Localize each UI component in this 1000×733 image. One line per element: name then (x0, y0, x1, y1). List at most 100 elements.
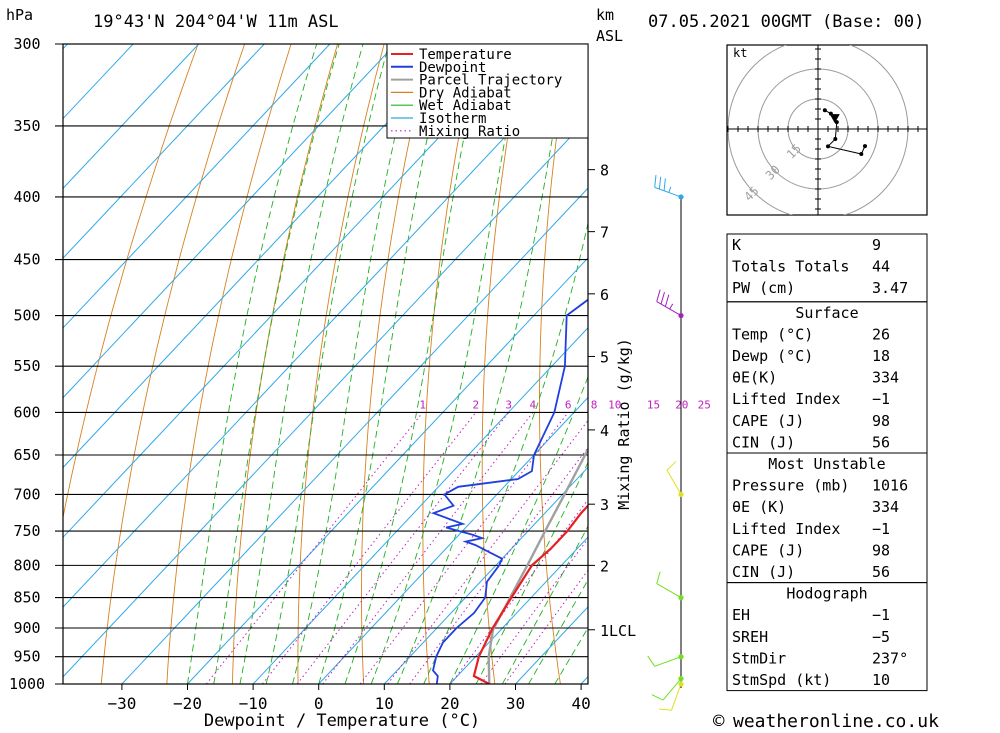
index-value: 334 (872, 498, 899, 516)
index-label: StmSpd (kt) (732, 671, 831, 689)
mixing-ratio-label: 1 (419, 398, 426, 411)
legend-entry: Wet Adiabat (419, 98, 512, 114)
hpa-label: hPa (6, 6, 33, 24)
legend-entry: Parcel Trajectory (419, 73, 562, 89)
isotherm-line (63, 44, 462, 469)
x-tick-label: −30 (107, 694, 136, 713)
isotherm-line (187, 257, 588, 684)
isotherm-line (63, 47, 588, 608)
index-section-title: Most Unstable (768, 455, 885, 473)
index-value: 237° (872, 649, 908, 667)
pressure-label: 350 (13, 117, 40, 135)
pressure-label: 700 (13, 485, 40, 503)
mixing-ratio-line (504, 569, 588, 684)
pressure-label: 750 (13, 522, 40, 540)
index-value: −1 (872, 390, 890, 408)
wind-barb-flag (659, 708, 672, 711)
wind-barb (654, 174, 682, 198)
wind-barb-flag (660, 292, 665, 305)
hodograph-point (822, 108, 827, 113)
mixing-ratio-label: 4 (530, 398, 537, 411)
mixing-ratio-label: 2 (473, 398, 480, 411)
legend-entry: Dry Adiabat (419, 85, 512, 101)
index-label: EH (732, 606, 750, 624)
index-value: 56 (872, 433, 890, 451)
index-section-title: Hodograph (786, 585, 867, 603)
mixing-ratio-line (205, 412, 424, 684)
km-label: 1LCL (600, 622, 636, 640)
isotherm-line (252, 326, 588, 684)
mixing-ratio-label: 20 (675, 398, 688, 411)
legend-entry: Isotherm (419, 111, 486, 127)
wind-barb-flag (651, 694, 664, 701)
mixing-ratio-label: 15 (647, 398, 660, 411)
index-value: 56 (872, 563, 890, 581)
index-label: CAPE (J) (732, 541, 804, 559)
dry-adiabat-line (422, 44, 478, 684)
x-tick-label: 30 (506, 694, 525, 713)
mixing-ratio-label: 6 (565, 398, 572, 411)
isotherm-line (121, 187, 588, 684)
hodograph-frame (726, 44, 928, 216)
wet-adiabat-line (213, 44, 340, 684)
wind-barb-flag (647, 655, 656, 667)
dry-adiabat-line (231, 44, 339, 684)
mixing-ratio-label: 25 (698, 398, 711, 411)
index-label: Totals Totals (732, 258, 849, 276)
wind-barb (647, 655, 682, 667)
index-label: SREH (732, 628, 768, 646)
wind-barb-flag (656, 571, 661, 584)
mixing-ratio-line (262, 412, 477, 684)
km-label: 7 (600, 224, 609, 242)
hodograph-point (859, 152, 864, 156)
wind-barb (651, 678, 682, 701)
index-label: StmDir (732, 649, 786, 667)
isotherm-line (63, 44, 200, 190)
pressure-axis-labels: 300 350 400 450 500 550 600 650 700 750 800 850 900 9… (9, 35, 45, 693)
mixing-ratio-line (450, 498, 588, 684)
pressure-label: 1000 (9, 675, 45, 693)
pressure-label: 300 (13, 35, 40, 53)
index-label: Lifted Index (732, 390, 840, 408)
index-label: CAPE (J) (732, 412, 804, 430)
mixing-ratio-label: 8 (591, 398, 598, 411)
index-label: θE (K) (732, 498, 786, 516)
km-label: 4 (600, 422, 609, 440)
x-axis-label: Dewpoint / Temperature (°C) (204, 711, 480, 731)
dewpoint-line (430, 298, 588, 684)
mixing-ratio-line (409, 446, 588, 684)
mixing-ratio-label: 10 (608, 398, 621, 411)
isotherm-line (318, 396, 588, 684)
wind-barb-half (668, 186, 672, 193)
index-value: 44 (872, 258, 890, 276)
dry-adiabat-line (649, 44, 692, 684)
wind-profile (647, 174, 684, 711)
pressure-label: 650 (13, 446, 40, 464)
x-tick-label: 10 (375, 694, 394, 713)
storm-motion-marker (829, 114, 840, 124)
wind-barb-shaft (666, 469, 682, 495)
mixing-ratio-labels: 1 2 3 4 6 8 10 15 20 25 (419, 398, 711, 411)
pressure-label: 500 (13, 307, 40, 325)
temperature-line (472, 504, 588, 684)
index-section-title: Surface (795, 304, 858, 322)
isotherm-line (0, 44, 2, 684)
pressure-label: 900 (13, 619, 40, 637)
wet-adiabat-line (187, 44, 318, 684)
wind-barb-flag (658, 176, 662, 190)
index-value: 3.47 (872, 279, 908, 297)
index-label: Temp (°C) (732, 325, 813, 343)
km-label: 3 (600, 496, 609, 514)
wet-adiabat-line (344, 44, 484, 684)
x-tick-label: 20 (440, 694, 459, 713)
wind-barb-half (669, 303, 674, 310)
index-label: Dewp (°C) (732, 347, 813, 365)
index-label: CIN (J) (732, 563, 795, 581)
index-label: K (732, 236, 741, 254)
mixing-ratio-line (322, 412, 534, 684)
index-value: 26 (872, 325, 890, 343)
x-tick-label: 40 (571, 694, 590, 713)
km-label: 2 (600, 557, 609, 575)
